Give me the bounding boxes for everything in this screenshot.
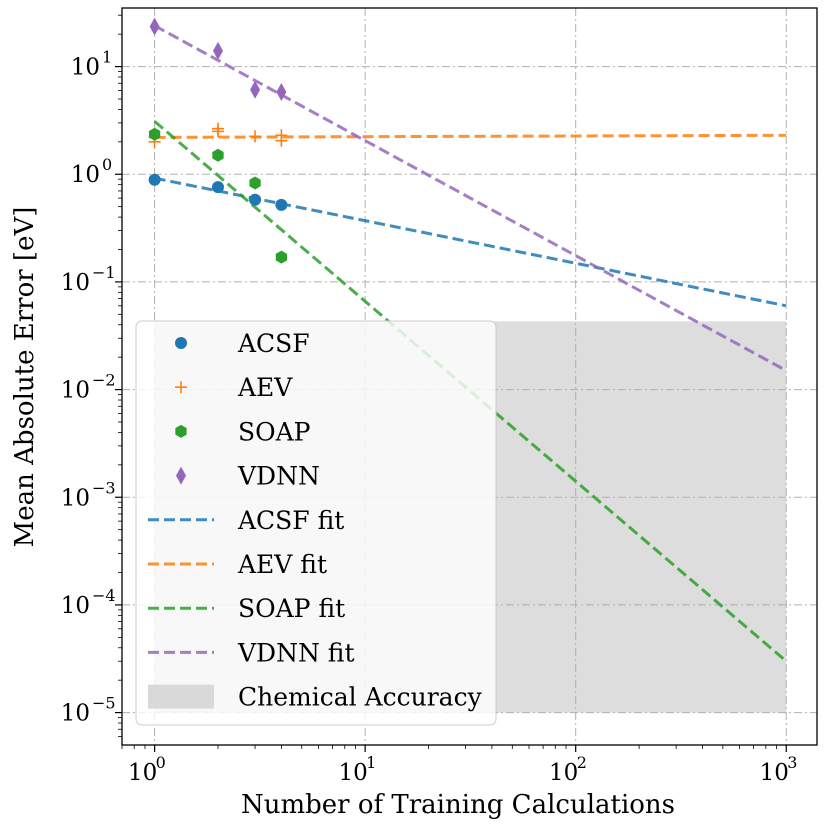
x-tick-exponent: 2 [577,753,587,772]
x-tick-label: 10 [760,760,789,786]
y-tick-exponent: −3 [92,478,116,497]
data-points [148,17,288,264]
y-tick-label: 10 [61,593,90,619]
soap-point [148,127,161,141]
x-tick-exponent: 3 [787,753,797,772]
aev-point [249,130,262,143]
x-tick-base: 10 [128,760,157,786]
legend-aev-marker [175,381,187,394]
legend-label: SOAP [238,417,311,446]
x-tick-label: 10 [128,760,157,786]
y-tick-label: 10 [71,55,100,81]
plot-frame [121,7,818,746]
y-tick-label: 10 [61,485,90,511]
legend-box [135,320,497,726]
legend-label: AEV [237,373,293,402]
legend-chemical-accuracy-swatch [148,684,214,709]
y-tick-exponent: 1 [102,48,112,67]
aev-point [211,122,224,135]
acsf-point [249,193,262,206]
y-tick-label: 10 [71,162,100,188]
vdnn-fit-line [153,24,787,372]
x-tick-base: 10 [339,760,368,786]
acsf-point [275,198,288,211]
soap-fit-line [153,120,788,663]
legend: ACSF AEV SOAP VDNN ACSF fit AEV fit SOAP fit VD… [135,320,497,726]
legend-vdnn-marker [176,466,186,485]
legend-label: ACSF fit [237,506,344,535]
soap-point [275,250,287,264]
soap-point [212,148,224,162]
legend-label: VDNN fit [237,638,355,667]
soap-point [249,176,261,190]
vdnn-point [276,83,287,102]
y-tick-label: 10 [61,378,90,404]
legend-acsf-marker [175,337,187,349]
y-axis-label: Mean Absolute Error [eV] [10,207,40,548]
y-tick-exponent: −1 [92,263,116,282]
legend-label: SOAP fit [238,594,345,623]
x-tick-label: 10 [549,760,578,786]
y-tick-exponent: −5 [92,694,116,713]
vdnn-point [250,80,261,99]
y-tick-exponent: 0 [102,155,112,174]
y-tick-label: 10 [61,701,90,727]
aev-point [275,134,288,147]
x-tick-exponent: 0 [156,753,166,772]
legend-soap-marker [175,424,187,438]
acsf-point [211,181,224,194]
x-tick-base: 10 [760,760,789,786]
legend-label: ACSF [237,329,310,358]
x-tick-label: 10 [339,760,368,786]
acsf-fit-line [154,176,787,308]
y-tick-exponent: −4 [92,586,116,605]
vdnn-point [212,41,223,60]
legend-label: Chemical Accuracy [238,683,483,712]
x-tick-base: 10 [549,760,578,786]
x-tick-exponent: 1 [366,753,376,772]
vdnn-point [149,17,160,36]
x-axis-label: Number of Training Calculations [241,790,675,820]
acsf-point [148,173,161,186]
y-tick-label: 10 [61,270,90,296]
legend-label: VDNN [237,462,320,491]
legend-label: AEV fit [237,550,327,579]
y-tick-exponent: −2 [92,371,116,390]
